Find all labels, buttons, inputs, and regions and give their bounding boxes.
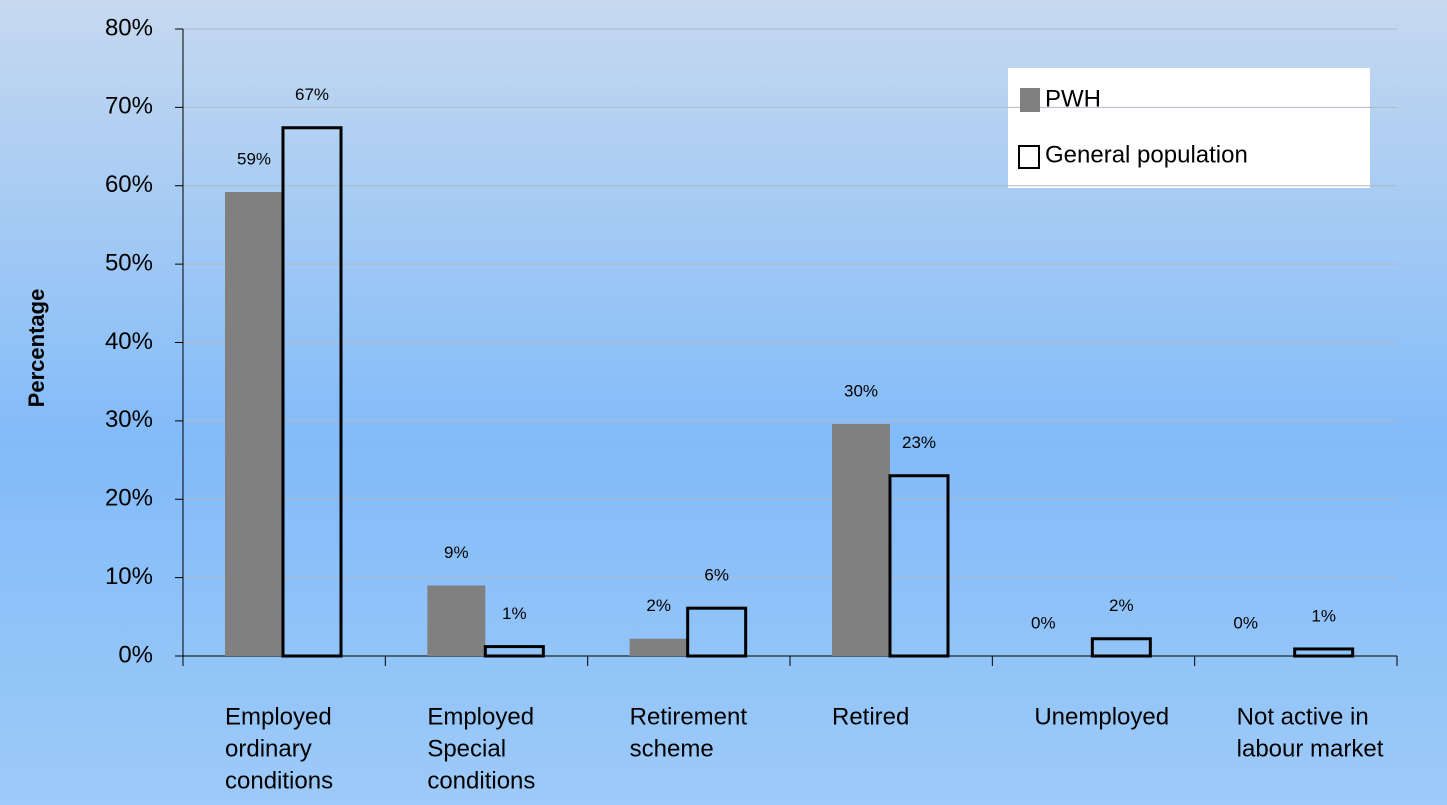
bar	[629, 638, 688, 656]
x-tick-label: Retired	[832, 703, 909, 730]
x-tick-label: Employed	[427, 703, 534, 730]
y-tick-label: 60%	[105, 171, 153, 198]
bar	[832, 424, 890, 656]
y-tick-label: 80%	[105, 14, 153, 41]
value-label: 59%	[237, 150, 271, 169]
value-label: 6%	[704, 566, 729, 585]
x-tick-label: Unemployed	[1034, 703, 1169, 730]
x-tick-label: Special	[427, 735, 506, 762]
y-tick-label: 40%	[105, 328, 153, 355]
y-tick-label: 10%	[105, 563, 153, 590]
legend-swatch	[1018, 145, 1040, 169]
legend-label: PWH	[1045, 85, 1101, 112]
y-tick-label: 70%	[105, 93, 153, 120]
value-label: 23%	[902, 433, 936, 452]
x-tick-label: Employed	[225, 703, 332, 730]
y-tick-label: 20%	[105, 485, 153, 512]
value-label: 2%	[646, 596, 671, 615]
y-tick-label: 30%	[105, 406, 153, 433]
bar	[225, 192, 283, 656]
value-label: 9%	[444, 543, 469, 562]
x-tick-label: ordinary	[225, 735, 312, 762]
value-label: 2%	[1109, 596, 1134, 615]
x-tick-label: labour market	[1237, 735, 1384, 762]
x-tick-label: Not active in	[1237, 703, 1369, 730]
y-axis-label: Percentage	[24, 289, 49, 408]
x-tick-label: scheme	[630, 735, 714, 762]
value-label: 30%	[844, 381, 878, 400]
value-label: 0%	[1031, 613, 1056, 632]
value-label: 0%	[1233, 613, 1258, 632]
value-label: 1%	[1311, 606, 1336, 625]
legend-box	[1008, 68, 1370, 188]
bar	[281, 126, 343, 658]
bar	[888, 474, 950, 658]
bar	[1090, 637, 1152, 658]
value-label: 1%	[502, 604, 527, 623]
bar	[427, 585, 486, 656]
bar	[483, 645, 545, 658]
legend-swatch	[1020, 88, 1040, 112]
x-tick-label: Retirement	[630, 703, 748, 730]
legend-label: General population	[1045, 141, 1248, 168]
y-tick-label: 50%	[105, 249, 153, 276]
value-label: 67%	[295, 85, 329, 104]
x-tick-label: conditions	[225, 767, 333, 794]
x-tick-label: conditions	[427, 767, 535, 794]
bar	[1293, 647, 1355, 658]
y-tick-label: 0%	[118, 641, 153, 668]
bar	[686, 606, 748, 658]
